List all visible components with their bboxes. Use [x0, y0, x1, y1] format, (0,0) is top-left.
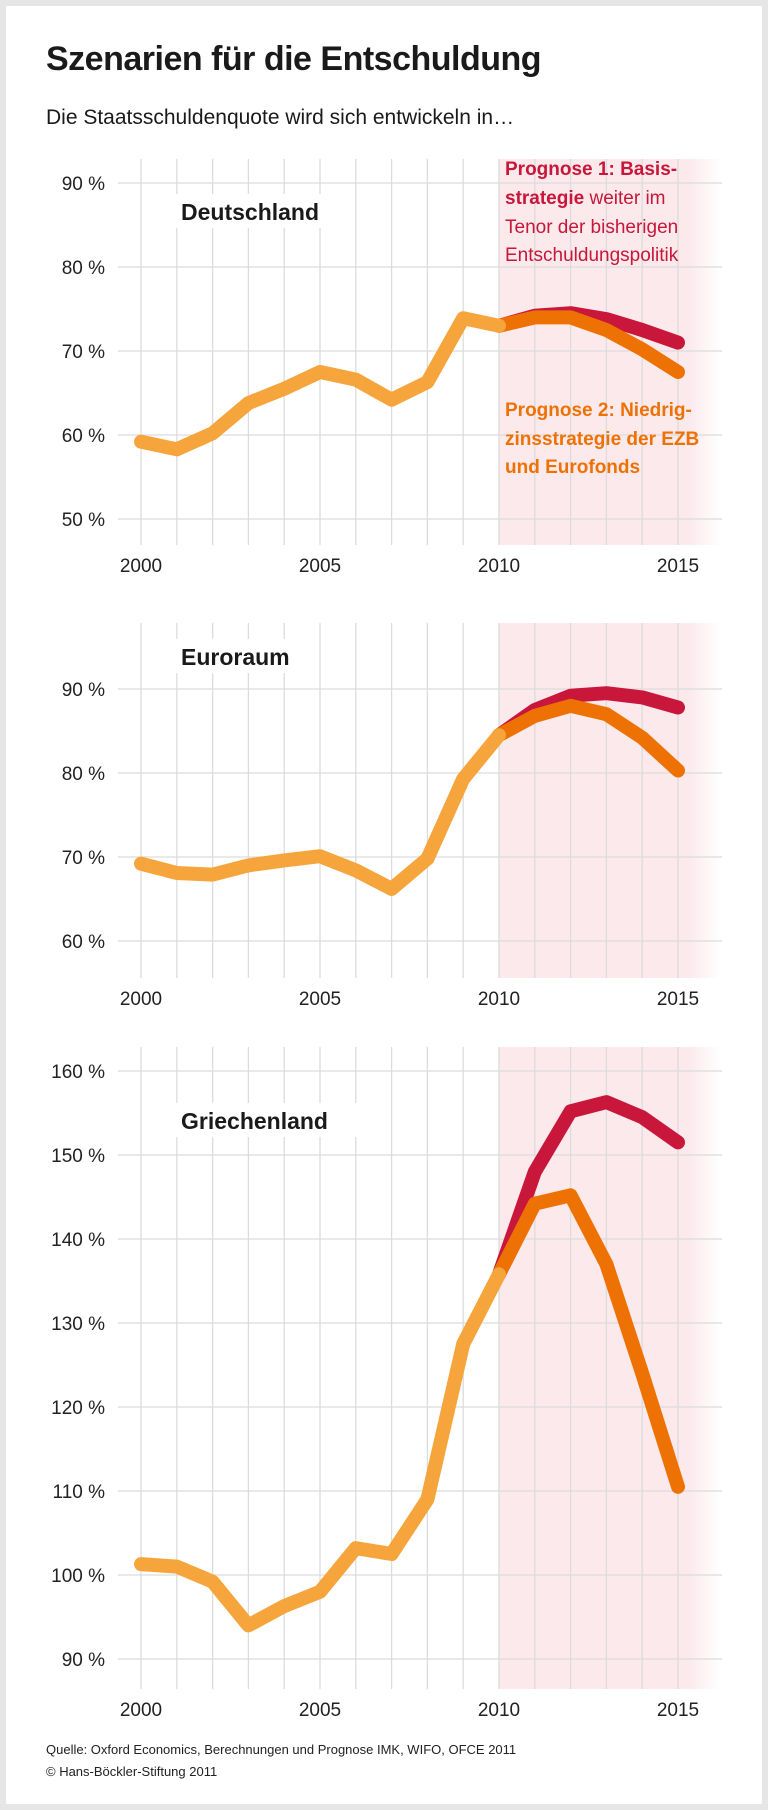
series-line-prognose2: [492, 698, 685, 778]
forecast-band: [499, 1047, 721, 1689]
series-line-prognose2: [492, 310, 685, 379]
x-tick-label: 2010: [478, 1700, 520, 1721]
source-note: Quelle: Oxford Economics, Berechnungen u…: [46, 1742, 517, 1757]
y-tick-label: 70 %: [62, 848, 105, 869]
y-tick-label: 90 %: [62, 680, 105, 701]
legend-prognose-2: Prognose 2: Niedrig- zinsstrategie der E…: [505, 400, 699, 478]
forecast-band: [499, 623, 721, 978]
legend-prognose-2-line-2: zinsstrategie der EZB: [505, 429, 699, 450]
copyright-note: © Hans-Böckler-Stiftung 2011: [46, 1764, 218, 1779]
x-tick-label: 2015: [657, 556, 699, 577]
forecast-band: [499, 159, 721, 545]
x-tick-label: 2005: [299, 556, 341, 577]
x-tick-label: 2000: [120, 989, 162, 1010]
legend-prognose-1-bold: strategie: [505, 188, 584, 209]
y-tick-label: 60 %: [62, 932, 105, 953]
y-tick-label: 150 %: [51, 1146, 105, 1167]
y-tick-label: 80 %: [62, 764, 105, 785]
chart-title-backdrop: [172, 1103, 360, 1137]
x-tick-label: 2010: [478, 556, 520, 577]
chart-euroraum: 60 % 70 % 80 % 90 % 2000 2005 2010 2015 Euroraum: [62, 623, 722, 1010]
chart-title-backdrop: [172, 194, 348, 228]
y-tick-label: 160 %: [51, 1062, 105, 1083]
page-subtitle: Die Staatsschuldenquote wird sich entwic…: [46, 106, 515, 129]
y-tick-label: 50 %: [62, 510, 105, 531]
x-tick-label: 2005: [299, 1700, 341, 1721]
y-tick-label: 110 %: [53, 1482, 106, 1503]
x-tick-label: 2000: [120, 556, 162, 577]
y-tick-label: 130 %: [51, 1314, 105, 1335]
y-tick-label: 120 %: [51, 1398, 105, 1419]
legend-prognose-2-line-1: Prognose 2: Niedrig-: [505, 400, 692, 421]
legend-prognose-2-line-3: und Eurofonds: [505, 457, 640, 478]
legend-prognose-1-line-1: Prognose 1: Basis-: [505, 159, 677, 180]
x-tick-label: 2015: [657, 989, 699, 1010]
y-tick-label: 70 %: [62, 342, 105, 363]
y-tick-label: 140 %: [51, 1230, 105, 1251]
series-line-prognose1: [492, 1095, 685, 1282]
legend-prognose-1-rest: weiter im: [584, 188, 665, 209]
legend-prognose-1: Prognose 1: Basis- strategie weiter im T…: [505, 159, 679, 266]
chart-title-backdrop: [172, 639, 312, 673]
x-tick-label: 2000: [120, 1700, 162, 1721]
chart-title: Griechenland: [181, 1108, 328, 1134]
legend-prognose-1-line-4: Entschuldungspolitik: [505, 245, 679, 266]
legend-prognose-1-line-2: strategie weiter im: [505, 188, 666, 209]
series-line-prognose2: [492, 1188, 685, 1494]
chart-griechenland: 90 % 100 % 110 % 120 % 130 % 140 % 150 % 160 % 2…: [51, 1047, 722, 1721]
x-tick-label: 2010: [478, 989, 520, 1010]
x-tick-label: 2015: [657, 1700, 699, 1721]
x-tick-label: 2005: [299, 989, 341, 1010]
page-title: Szenarien für die Entschuldung: [46, 40, 542, 78]
legend-prognose-1-line-3: Tenor der bisherigen: [505, 217, 678, 238]
y-tick-label: 80 %: [62, 258, 105, 279]
chart-deutschland: 50 % 60 % 70 % 80 % 90 % 2000 2005 2010 2015 Deut…: [62, 159, 722, 577]
chart-title: Deutschland: [181, 199, 319, 225]
y-tick-label: 60 %: [62, 426, 105, 447]
y-tick-label: 90 %: [62, 174, 105, 195]
y-tick-label: 100 %: [51, 1566, 105, 1587]
y-tick-label: 90 %: [62, 1650, 105, 1671]
chart-title: Euroraum: [181, 644, 290, 670]
